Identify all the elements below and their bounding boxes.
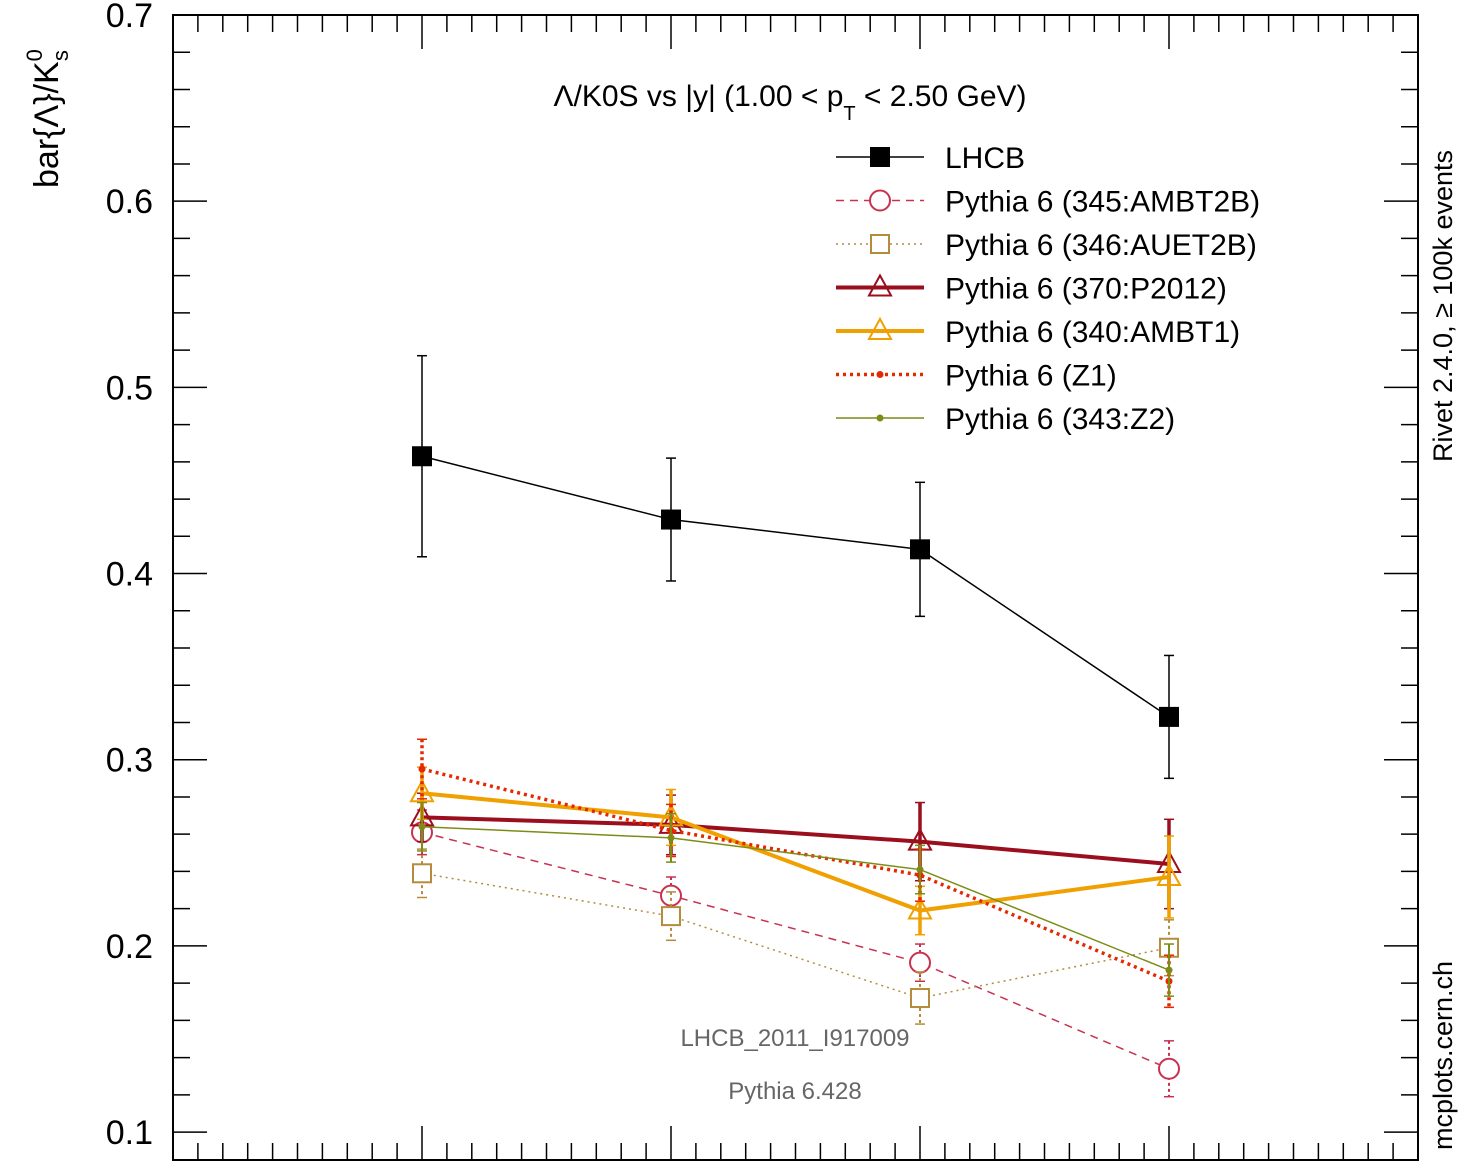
- series-line: [421, 791, 1170, 913]
- series-line: [421, 815, 1170, 866]
- series-0: [412, 354, 1179, 780]
- data-point: [412, 863, 432, 884]
- data-point: [661, 906, 681, 927]
- y-axis-label: bar{Λ}/K0s: [22, 49, 73, 188]
- data-point: [1165, 966, 1173, 974]
- y-axis-label-main: bar{Λ}/K: [28, 61, 66, 188]
- right-label-top: Rivet 2.4.0, ≥ 100k events: [1428, 150, 1458, 462]
- annotation-generator: Pythia 6.428: [728, 1078, 861, 1105]
- legend-entry-4: Pythia 6 (340:AMBT1): [836, 316, 1240, 349]
- data-point: [907, 896, 933, 920]
- data-point: [418, 823, 426, 831]
- chart-title-main: Λ/K0S vs |y| (1.00 < p: [553, 80, 843, 113]
- y-axis-label-sub: s: [48, 50, 73, 61]
- legend-marker: [867, 273, 893, 297]
- chart-title: Λ/K0S vs |y| (1.00 < pT < 2.50 GeV): [553, 80, 1026, 125]
- data-point: [1158, 1057, 1180, 1080]
- y-tick-label: 0.1: [106, 1114, 153, 1152]
- data-point: [667, 834, 675, 842]
- data-point: [1159, 706, 1179, 727]
- right-label-bottom: mcplots.cern.ch: [1428, 961, 1458, 1150]
- legend-label: Pythia 6 (345:AMBT2B): [945, 186, 1260, 219]
- y-tick-label: 0.4: [106, 556, 153, 594]
- data-point: [1156, 862, 1182, 887]
- annotation-analysis: LHCB_2011_I917009: [680, 1025, 909, 1052]
- y-tick-label: 0.6: [106, 183, 153, 221]
- y-tick-label: 0.3: [106, 742, 153, 780]
- chart-title-tail: < 2.50 GeV): [856, 80, 1027, 113]
- series-line: [421, 767, 1170, 983]
- series-6: [417, 801, 1174, 997]
- legend-marker: [869, 189, 891, 212]
- data-point: [660, 884, 682, 907]
- series-line: [421, 872, 1170, 999]
- axes: 0.1 0.2 0.3 0.4 0.5 0.6 0.7: [106, 0, 1419, 1161]
- legend: LHCB Pythia 6 (345:AMBT2B) Pythia 6 (346:A…: [836, 142, 1260, 436]
- data-point: [661, 509, 681, 530]
- data-point: [418, 765, 426, 773]
- data-point: [910, 988, 930, 1009]
- legend-marker: [876, 414, 884, 422]
- legend-marker: [867, 316, 893, 340]
- series-line: [421, 825, 1170, 971]
- chart-title-subscript: T: [843, 103, 855, 125]
- legend-entry-3: Pythia 6 (370:P2012): [836, 273, 1227, 306]
- legend-entry-1: Pythia 6 (345:AMBT2B): [836, 186, 1260, 219]
- y-tick-label: 0.5: [106, 369, 153, 407]
- legend-label: LHCB: [945, 142, 1025, 175]
- legend-marker: [876, 371, 884, 378]
- y-axis-label-sup: 0: [22, 49, 47, 61]
- series-line: [421, 455, 1170, 718]
- legend-marker: [870, 234, 890, 254]
- legend-label: Pythia 6 (340:AMBT1): [945, 316, 1240, 349]
- data-point: [409, 779, 435, 803]
- legend-label: Pythia 6 (343:Z2): [945, 403, 1175, 436]
- legend-marker: [870, 147, 890, 167]
- y-tick-label: 0.2: [106, 928, 153, 966]
- legend-entry-6: Pythia 6 (343:Z2): [836, 403, 1175, 436]
- y-tick-label: 0.7: [106, 0, 153, 35]
- series-line: [421, 831, 1170, 1070]
- legend-entry-0: LHCB: [836, 142, 1025, 175]
- series-2: [412, 848, 1179, 1025]
- legend-entry-5: Pythia 6 (Z1): [836, 360, 1117, 393]
- data-point: [412, 446, 432, 467]
- data-point: [909, 951, 931, 974]
- data-point: [910, 539, 930, 560]
- legend-entry-2: Pythia 6 (346:AUET2B): [836, 229, 1257, 262]
- legend-label: Pythia 6 (370:P2012): [945, 273, 1227, 306]
- legend-label: Pythia 6 (Z1): [945, 360, 1117, 393]
- series-layer: [409, 354, 1182, 1098]
- legend-label: Pythia 6 (346:AUET2B): [945, 229, 1257, 262]
- data-point: [916, 866, 924, 874]
